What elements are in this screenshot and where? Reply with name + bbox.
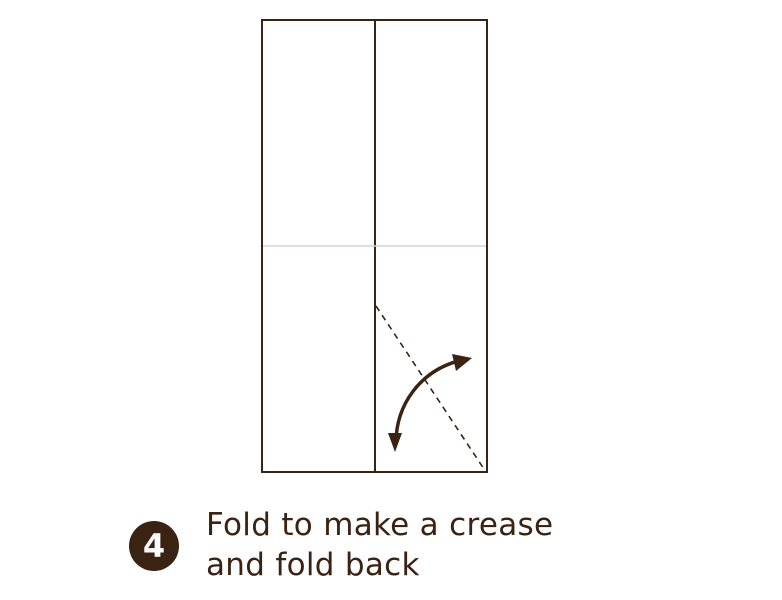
diagonal-valley-fold-line bbox=[375, 305, 487, 473]
step-number-badge: 4 bbox=[129, 521, 179, 571]
step-instruction: Fold to make a crease and fold back bbox=[206, 505, 676, 585]
step-number: 4 bbox=[142, 527, 166, 565]
instruction-line-2: and fold back bbox=[206, 547, 420, 583]
instruction-line-1: Fold to make a crease bbox=[206, 507, 554, 543]
curved-double-arrow-icon bbox=[388, 354, 472, 452]
